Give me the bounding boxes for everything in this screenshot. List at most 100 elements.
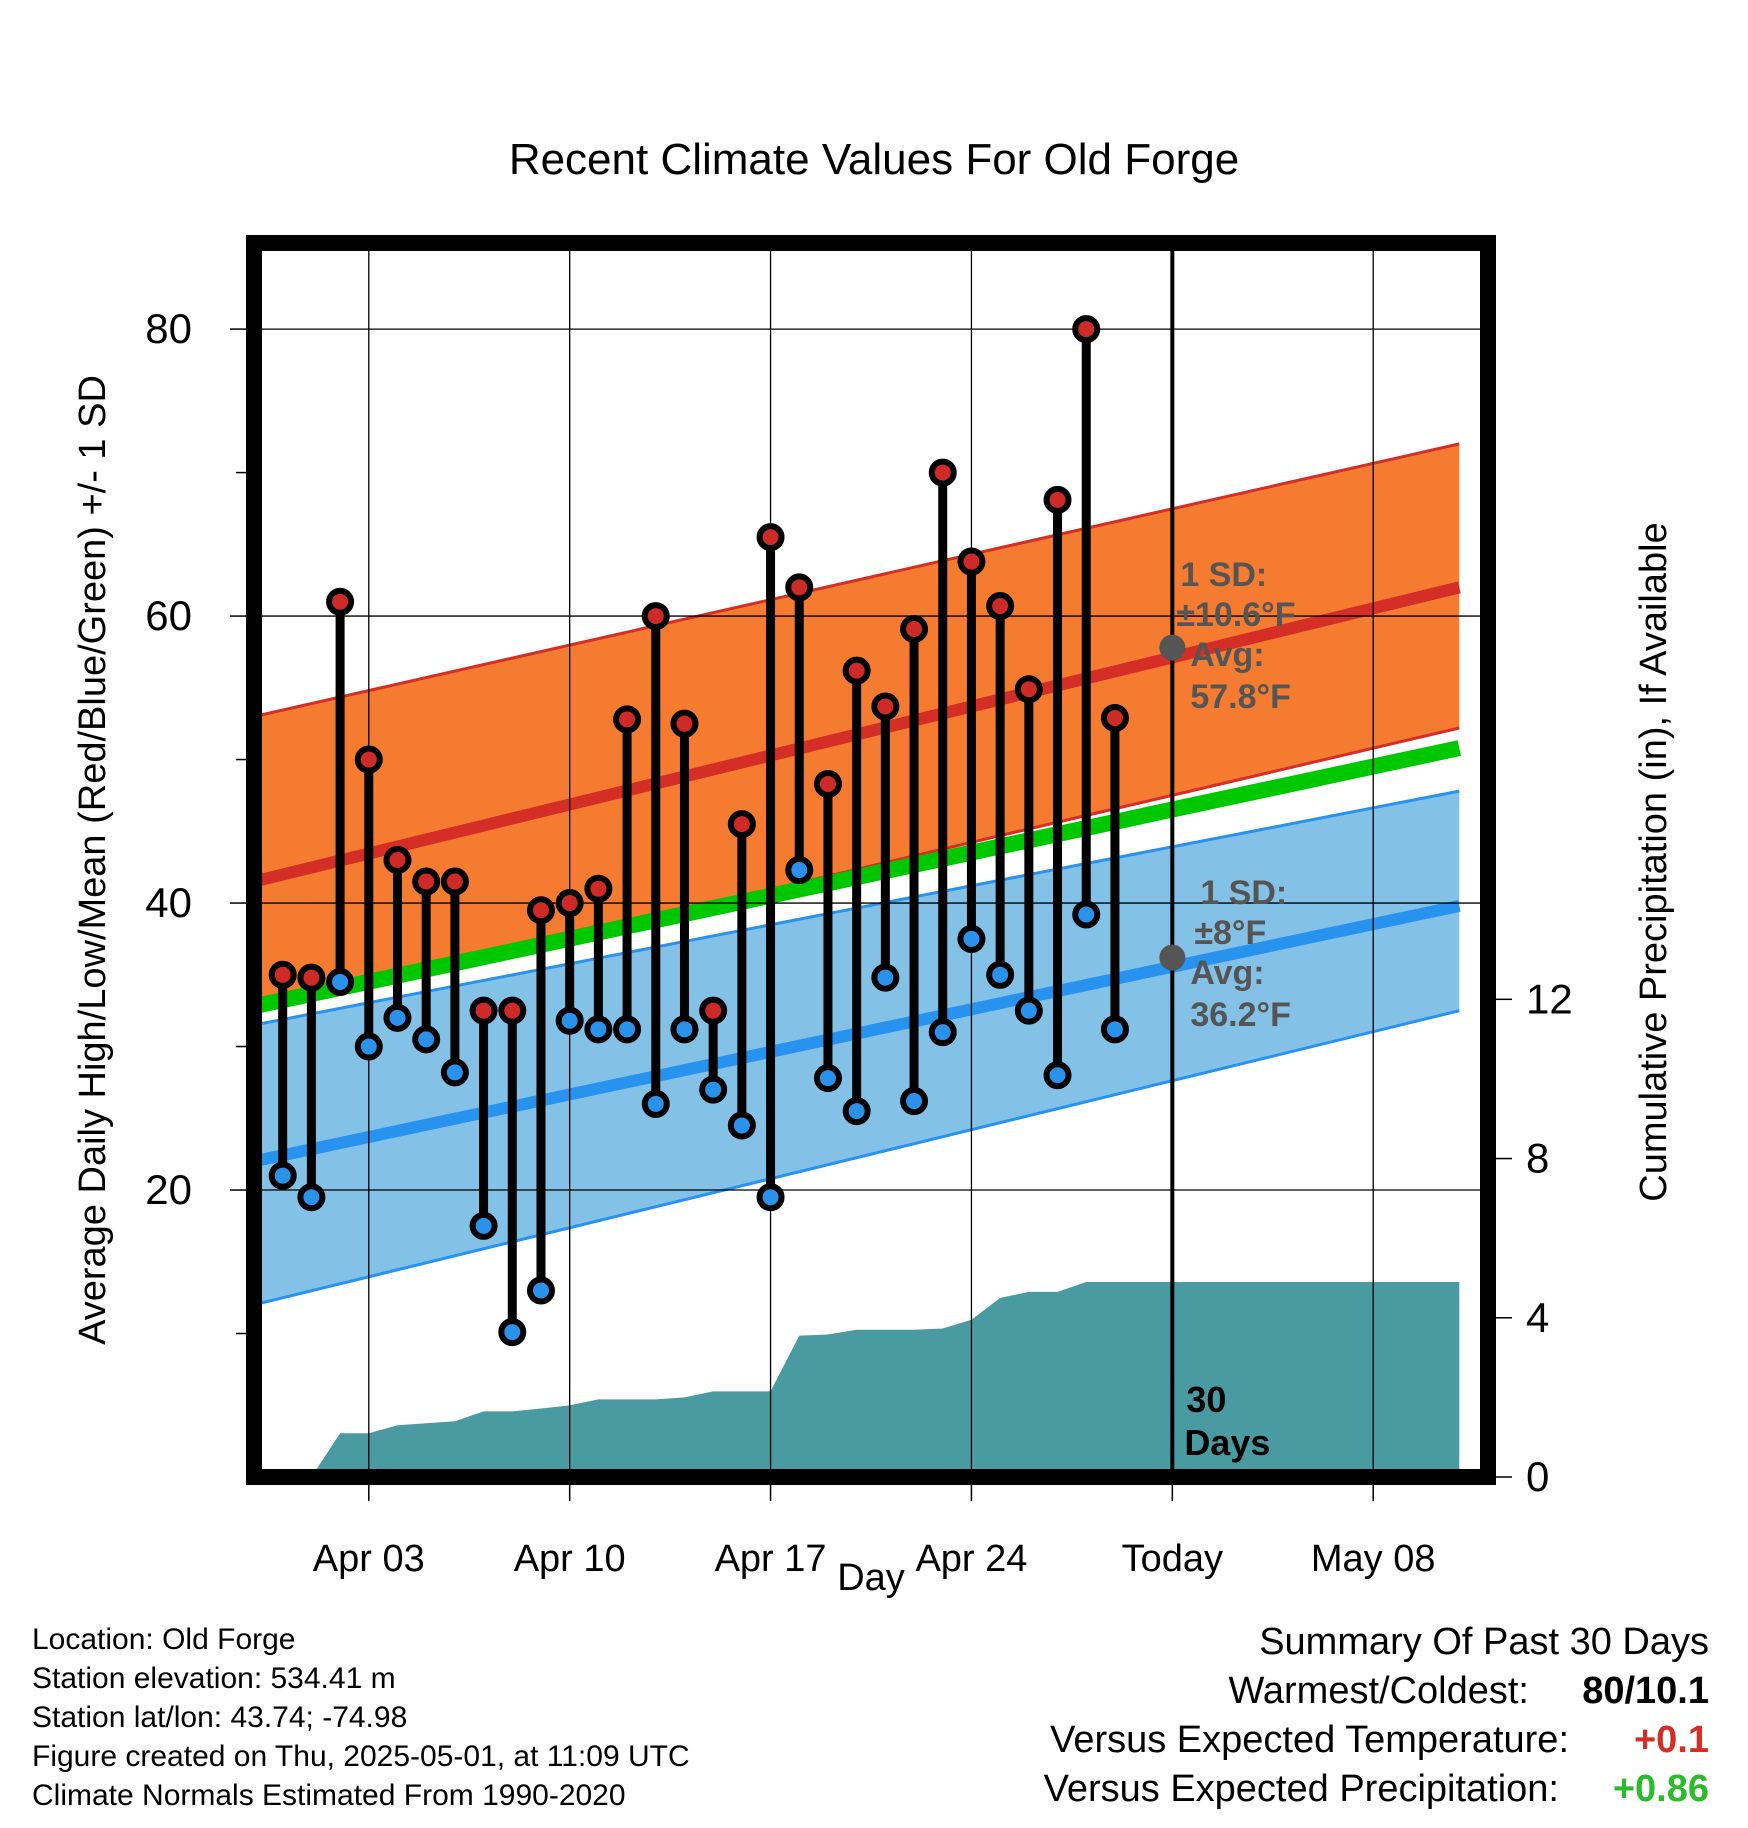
- daily-high-point: [469, 996, 498, 1025]
- low-sd-band-lower-edge: [254, 1009, 1460, 1307]
- daily-low-point: [412, 1025, 441, 1054]
- normals-text: Climate Normals Estimated From 1990-2020: [32, 1779, 626, 1812]
- daily-high-point: [1100, 703, 1129, 732]
- daily-low-point: [469, 1211, 498, 1240]
- y-left-tick-label: 20: [145, 1166, 192, 1213]
- daily-high-point: [412, 867, 441, 896]
- today-window-unit: Days: [1184, 1422, 1270, 1463]
- location-text: Location: Old Forge: [32, 1623, 296, 1656]
- daily-high-point: [641, 602, 670, 631]
- daily-low-point: [526, 1276, 555, 1305]
- daily-low-point: [326, 967, 355, 996]
- daily-high-point: [813, 769, 842, 798]
- daily-low-point: [1014, 996, 1043, 1025]
- daily-low-point: [1072, 900, 1101, 929]
- daily-high-point: [613, 705, 642, 734]
- daily-high-point: [785, 573, 814, 602]
- low-sd-label: 1 SD:: [1200, 874, 1287, 912]
- daily-low-point: [756, 1183, 785, 1212]
- daily-high-point: [297, 963, 326, 992]
- precip-departure-value: +0.86: [1612, 1768, 1709, 1810]
- daily-low-point: [555, 1006, 584, 1035]
- daily-low-point: [1100, 1015, 1129, 1044]
- x-tick-label: May 08: [1311, 1538, 1436, 1580]
- daily-high-point: [727, 810, 756, 839]
- y-right-tick-label: 12: [1526, 975, 1573, 1022]
- daily-low-point: [383, 1003, 412, 1032]
- plot-frame: [246, 235, 1496, 1485]
- summary-warmest-row: Warmest/Coldest: 80/10.1: [1044, 1667, 1709, 1716]
- daily-low-point: [641, 1089, 670, 1118]
- daily-high-point: [1072, 315, 1101, 344]
- y-left-tick-label: 40: [145, 879, 192, 926]
- high-avg-value: 57.8°F: [1190, 678, 1291, 716]
- high-avg-marker: [1159, 634, 1186, 661]
- warmest-label: Warmest/Coldest:: [1228, 1670, 1529, 1712]
- station-info: Location: Old Forge Station elevation: 5…: [32, 1620, 690, 1815]
- daily-low-point: [440, 1058, 469, 1087]
- daily-high-point: [526, 896, 555, 925]
- precip-departure-label: Versus Expected Precipitation:: [1043, 1768, 1559, 1810]
- daily-high-point: [440, 867, 469, 896]
- daily-low-point: [727, 1111, 756, 1140]
- daily-high-point: [1043, 485, 1072, 514]
- y-right-tick-label: 8: [1526, 1135, 1549, 1182]
- daily-high-point: [584, 874, 613, 903]
- summary-temp-row: Versus Expected Temperature: +0.1: [1044, 1716, 1709, 1765]
- y-right-axis-label: Cumulative Precipitation (in), If Availa…: [1633, 522, 1675, 1201]
- x-tick-label: Today: [1122, 1538, 1223, 1580]
- summary-title: Summary Of Past 30 Days: [1259, 1621, 1709, 1663]
- daily-high-point: [756, 523, 785, 552]
- low-avg-value: 36.2°F: [1190, 996, 1291, 1034]
- summary-precip-row: Versus Expected Precipitation: +0.86: [1044, 1765, 1709, 1814]
- y-left-tick-label: 60: [145, 592, 192, 639]
- daily-high-point: [699, 996, 728, 1025]
- daily-high-point: [383, 846, 412, 874]
- daily-low-point: [268, 1161, 297, 1190]
- daily-low-point: [1043, 1061, 1072, 1090]
- warmest-value: 80/10.1: [1582, 1670, 1709, 1712]
- temp-departure-label: Versus Expected Temperature:: [1050, 1719, 1569, 1761]
- latlon-text: Station lat/lon: 43.74; -74.98: [32, 1701, 408, 1734]
- daily-low-point: [986, 960, 1015, 989]
- daily-low-point: [297, 1183, 326, 1212]
- high-sd-label: 1 SD:: [1180, 556, 1267, 594]
- x-tick-label: Apr 03: [313, 1538, 425, 1580]
- created-text: Figure created on Thu, 2025-05-01, at 11…: [32, 1740, 690, 1773]
- daily-high-point: [354, 745, 383, 774]
- daily-low-point: [785, 856, 814, 885]
- summary-panel: Summary Of Past 30 Days Warmest/Coldest:…: [1044, 1618, 1709, 1814]
- low-sd-value: ±8°F: [1194, 914, 1266, 952]
- y-right-tick-label: 4: [1526, 1294, 1549, 1341]
- daily-high-point: [498, 996, 527, 1025]
- y-left-tick-label: 80: [145, 305, 192, 352]
- precip-area: [254, 1281, 1460, 1477]
- temp-departure-value: +0.1: [1633, 1719, 1709, 1761]
- daily-high-point: [928, 458, 957, 487]
- daily-high-point: [1014, 675, 1043, 704]
- daily-low-point: [613, 1015, 642, 1044]
- chart-title: Recent Climate Values For Old Forge: [509, 135, 1239, 184]
- daily-low-point: [871, 963, 900, 992]
- daily-high-point: [986, 592, 1015, 621]
- daily-low-point: [354, 1032, 383, 1061]
- daily-high-point: [842, 656, 871, 685]
- high-sd-value: ±10.6°F: [1176, 596, 1295, 634]
- daily-low-point: [842, 1097, 871, 1126]
- elevation-text: Station elevation: 534.41 m: [32, 1662, 396, 1695]
- daily-high-point: [670, 709, 699, 738]
- plot-area: [254, 243, 1488, 1477]
- daily-low-point: [928, 1018, 957, 1047]
- today-window-number: 30: [1186, 1379, 1226, 1420]
- daily-low-point: [699, 1075, 728, 1104]
- low-avg-marker: [1159, 944, 1186, 971]
- daily-low-point: [584, 1015, 613, 1044]
- daily-high-point: [871, 692, 900, 721]
- low-avg-label: Avg:: [1190, 954, 1264, 992]
- x-tick-label: Apr 10: [514, 1538, 626, 1580]
- daily-high-point: [900, 614, 929, 643]
